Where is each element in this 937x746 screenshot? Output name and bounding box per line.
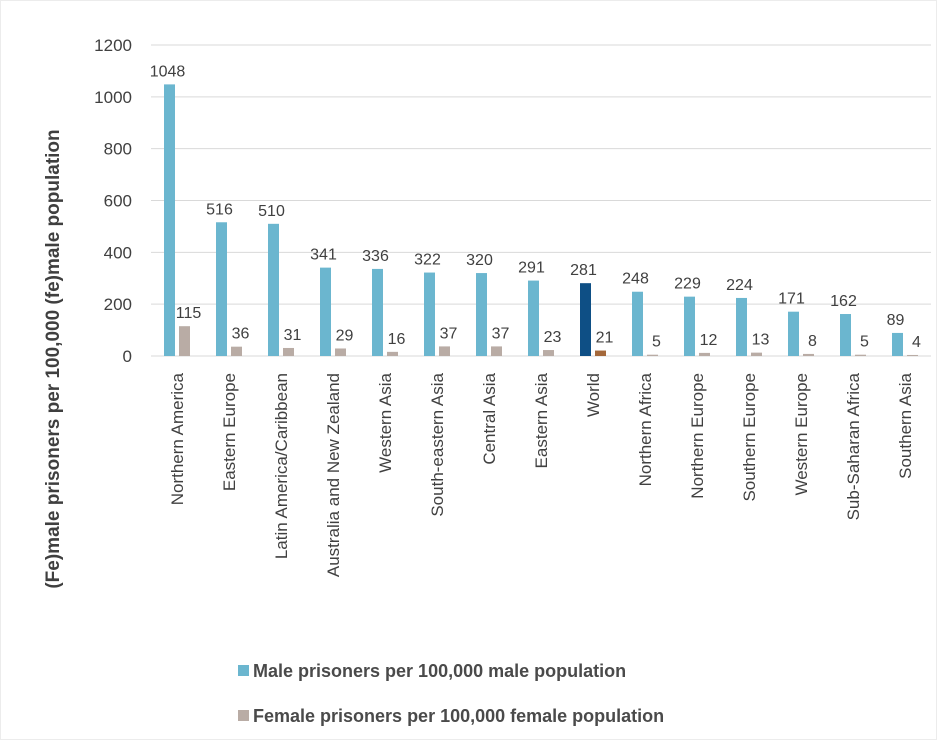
x-category-label: World	[584, 373, 603, 417]
x-category-label: Southern Asia	[896, 372, 915, 478]
legend-swatch-female	[238, 710, 249, 721]
bar-male	[320, 267, 331, 356]
x-category-label: Eastern Europe	[220, 373, 239, 491]
data-label-male: 336	[362, 248, 389, 265]
data-label-female: 5	[652, 334, 661, 351]
bar-male	[476, 273, 487, 356]
bar-male	[632, 291, 643, 356]
bar-female	[855, 354, 866, 356]
data-label-male: 224	[726, 277, 753, 294]
bar-female	[699, 352, 710, 356]
bar-male	[892, 332, 903, 356]
x-category-label: Northern Europe	[688, 373, 707, 499]
y-tick-label: 1200	[94, 36, 132, 55]
data-label-male: 291	[518, 260, 545, 277]
data-label-female: 29	[336, 327, 354, 344]
data-labels: 1048 115 516 36 510 31 341 29 336 16 322 37 320 37 291…	[150, 63, 921, 351]
bar-female	[647, 354, 658, 356]
data-label-female: 13	[752, 332, 770, 349]
x-category-label: Northern Africa	[636, 372, 655, 486]
data-label-female: 16	[388, 331, 406, 348]
x-axis-categories: Northern America Eastern Europe Latin Amer…	[168, 372, 915, 577]
data-label-female: 23	[544, 329, 562, 346]
x-category-label: Sub-Saharan Africa	[844, 372, 863, 520]
y-tick-label: 800	[104, 140, 132, 159]
data-label-male: 320	[466, 252, 493, 269]
bars	[164, 84, 918, 356]
bar-male	[424, 272, 435, 356]
data-label-female: 36	[232, 326, 250, 343]
bar-female	[387, 351, 398, 356]
bar-male	[216, 222, 227, 356]
bar-male	[164, 84, 175, 356]
bar-female	[543, 350, 554, 356]
x-category-label: Eastern Asia	[532, 372, 551, 468]
data-label-female: 37	[440, 325, 458, 342]
bar-female	[335, 348, 346, 356]
bar-female	[231, 346, 242, 356]
data-label-female: 8	[808, 333, 817, 350]
legend-label-male: Male prisoners per 100,000 male populati…	[253, 661, 626, 681]
x-category-label: Australia and New Zealand	[324, 373, 343, 577]
y-tick-label: 600	[104, 192, 132, 211]
data-label-male: 322	[414, 252, 441, 269]
bar-female	[595, 350, 606, 356]
y-axis-ticks: 0 200 400 600 800 1000 1200	[94, 36, 132, 366]
bar-male	[528, 280, 539, 356]
data-label-male: 1048	[150, 63, 186, 80]
y-tick-label: 1000	[94, 88, 132, 107]
bar-male	[840, 314, 851, 356]
bar-female	[751, 352, 762, 356]
legend: Male prisoners per 100,000 male populati…	[238, 661, 664, 726]
data-label-male: 510	[258, 203, 285, 220]
legend-swatch-male	[238, 665, 249, 676]
y-tick-label: 200	[104, 295, 132, 314]
data-label-female: 21	[596, 330, 614, 347]
data-label-female: 31	[284, 327, 302, 344]
x-category-label: Southern Europe	[740, 373, 759, 502]
legend-label-female: Female prisoners per 100,000 female popu…	[253, 706, 664, 726]
y-tick-label: 0	[123, 347, 132, 366]
data-label-male: 229	[674, 276, 701, 293]
bar-female	[179, 326, 190, 356]
x-category-label: Western Asia	[376, 372, 395, 472]
data-label-male: 516	[206, 201, 233, 218]
bar-male	[736, 297, 747, 356]
y-tick-label: 400	[104, 243, 132, 262]
x-category-label: Latin America/Caribbean	[272, 373, 291, 559]
bar-male	[268, 223, 279, 356]
bar-male	[684, 296, 695, 356]
data-label-male: 248	[622, 271, 649, 288]
data-label-male: 341	[310, 247, 337, 264]
bar-male	[788, 311, 799, 356]
data-label-female: 5	[860, 334, 869, 351]
data-label-male: 171	[778, 291, 805, 308]
bar-female	[803, 353, 814, 356]
data-label-female: 4	[912, 334, 921, 351]
data-label-male: 281	[570, 262, 597, 279]
bar-female	[283, 347, 294, 356]
x-category-label: South-eastern Asia	[428, 372, 447, 516]
y-axis-title: (Fe)male prisoners per 100,000 (fe)male …	[43, 129, 64, 588]
data-label-female: 12	[700, 332, 718, 349]
bar-female	[439, 346, 450, 356]
x-category-label: Northern America	[168, 372, 187, 505]
x-category-label: Central Asia	[480, 372, 499, 464]
data-label-female: 37	[492, 325, 510, 342]
bar-female	[491, 346, 502, 356]
bar-male	[580, 283, 591, 356]
bar-female	[907, 354, 918, 356]
x-category-label: Western Europe	[792, 373, 811, 496]
gridlines	[151, 44, 931, 357]
data-label-female: 115	[176, 305, 202, 322]
data-label-male: 162	[830, 293, 857, 310]
bar-male	[372, 268, 383, 356]
data-label-male: 89	[887, 312, 905, 329]
